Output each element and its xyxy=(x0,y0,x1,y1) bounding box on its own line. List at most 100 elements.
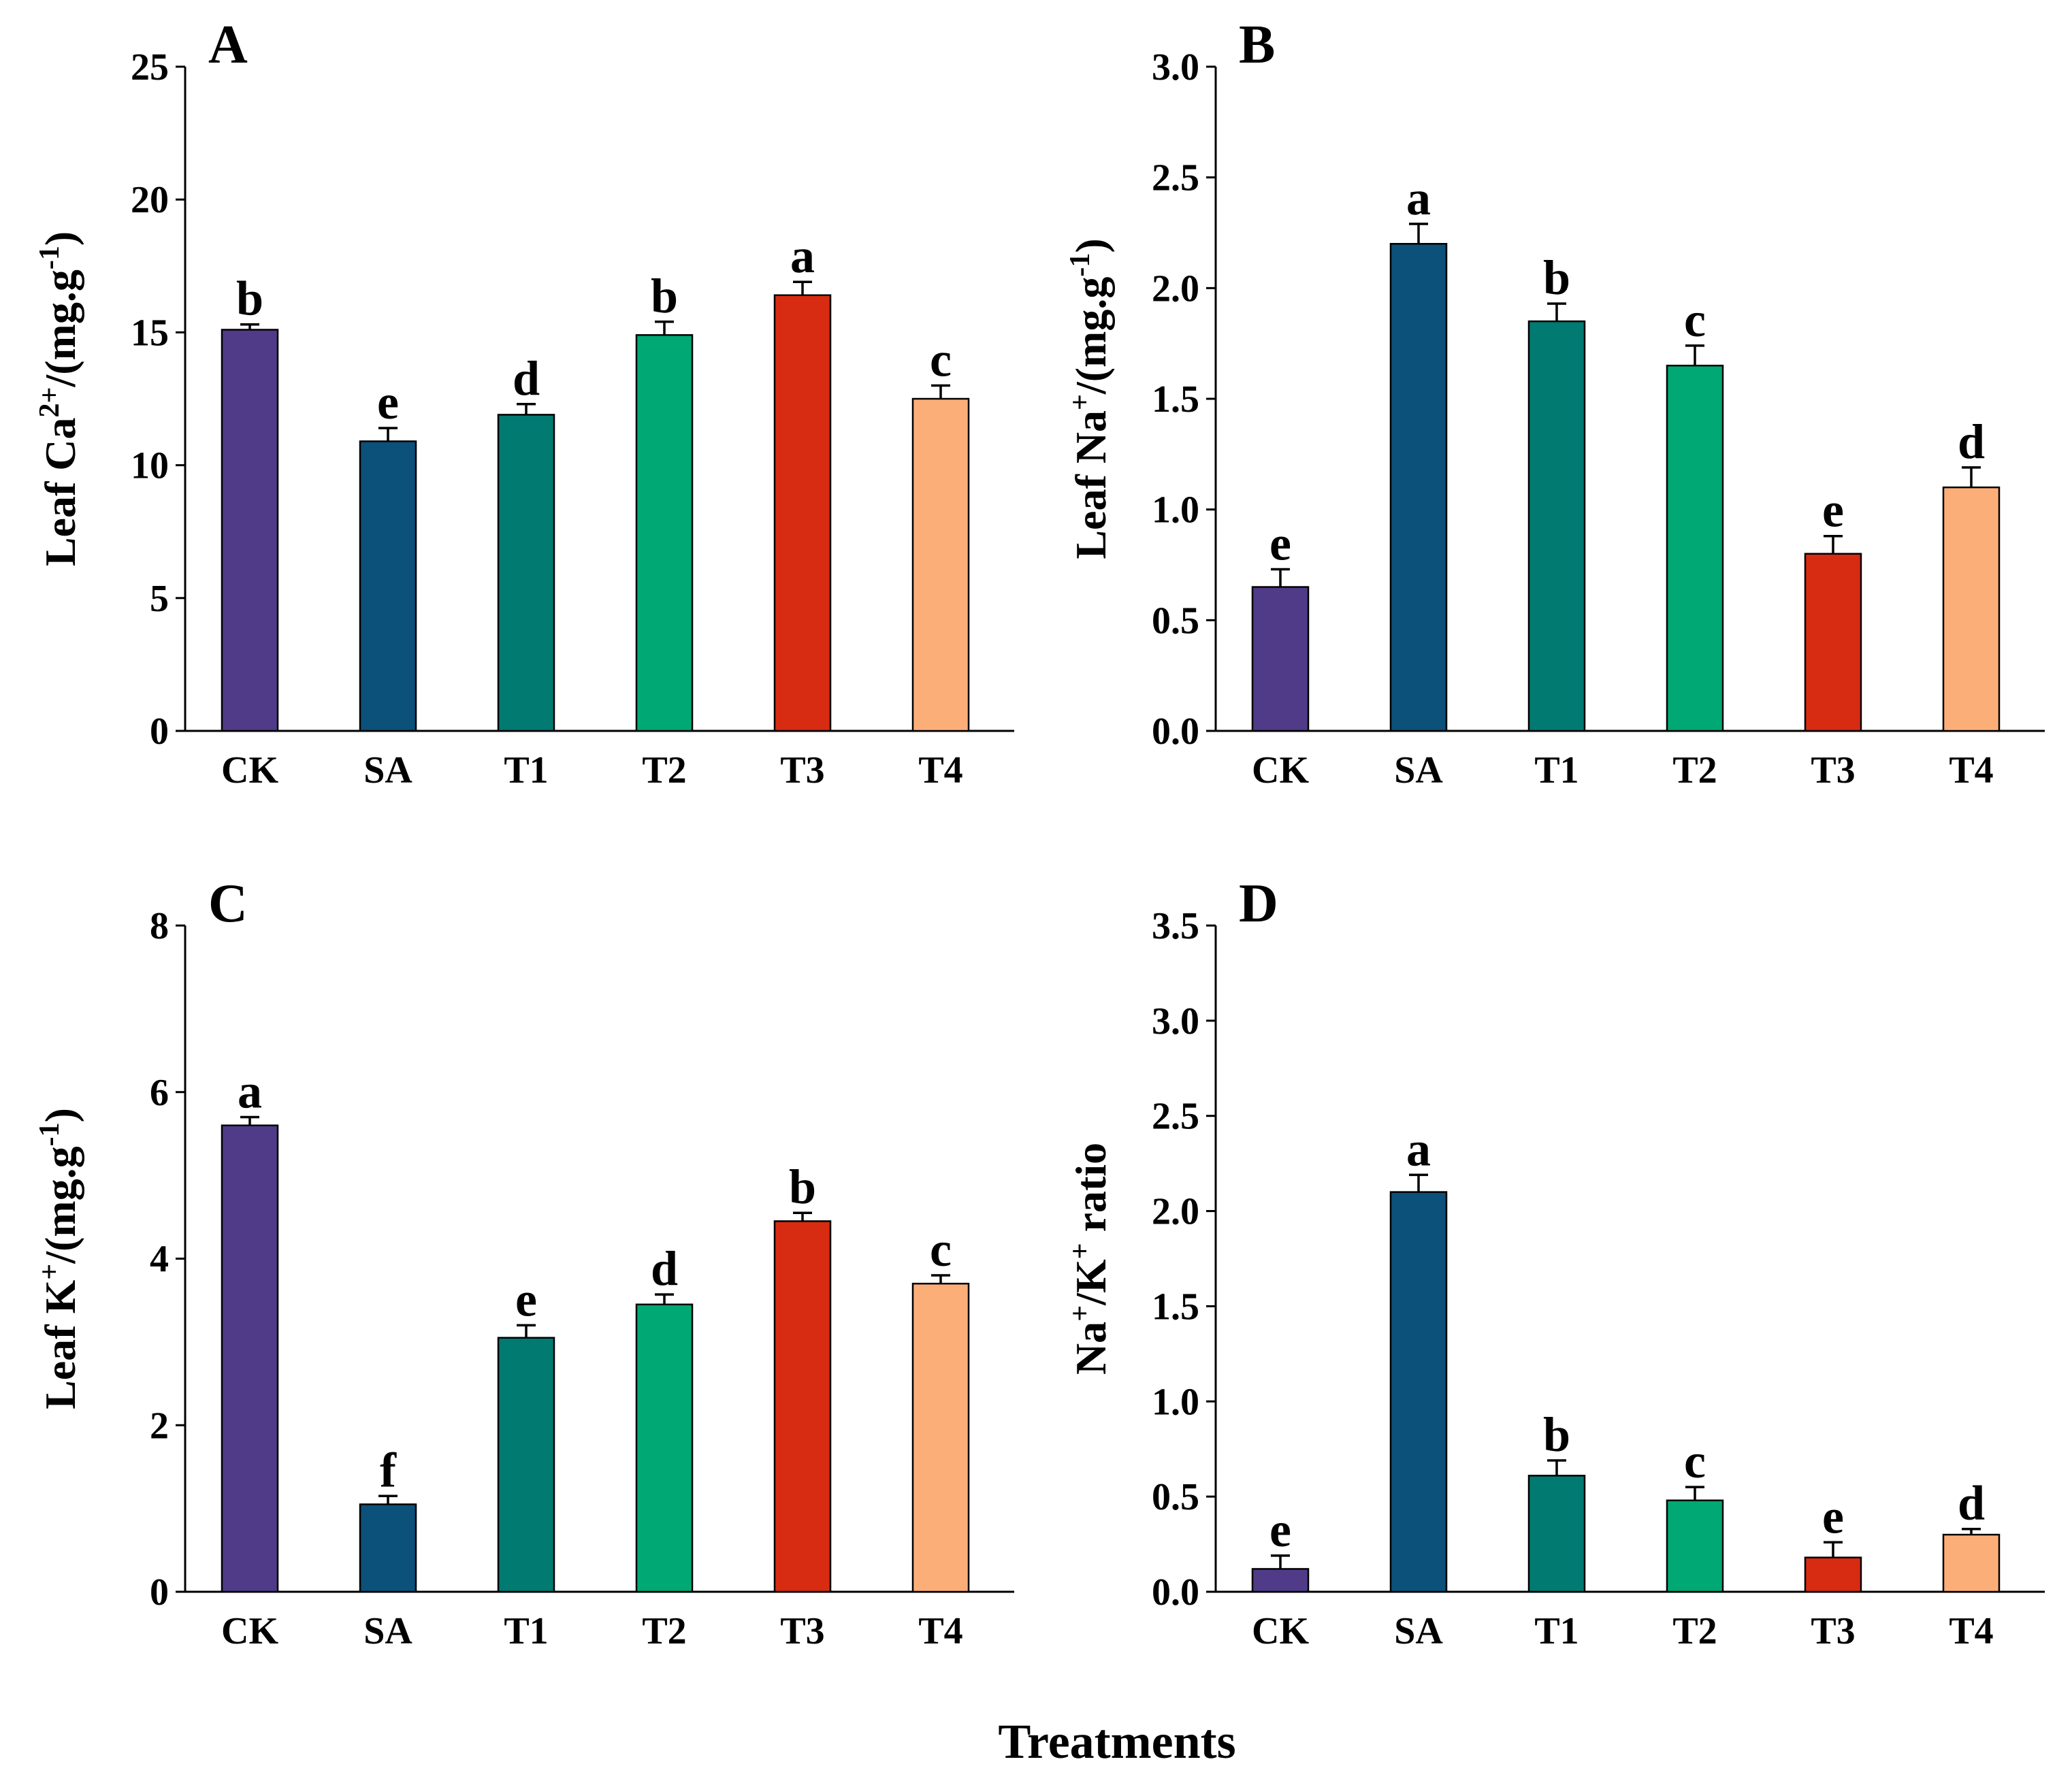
x-tick-label: CK xyxy=(221,1610,278,1652)
significance-letter: c xyxy=(930,1222,952,1277)
y-tick-label: 2.0 xyxy=(1152,267,1199,310)
significance-letter: a xyxy=(238,1064,262,1118)
y-tick-label: 2.5 xyxy=(1152,1096,1199,1138)
x-tick-label: T4 xyxy=(1949,749,1993,791)
significance-letter: d xyxy=(1958,1476,1985,1531)
panel-c: 0 2 4 6 8 Leaf K+/(mg.g-1) Ca CK f SA e T1 d T2 b T3 c T4 xyxy=(34,874,1014,1652)
y-tick-label: 25 xyxy=(131,46,169,88)
y-tick-label: 8 xyxy=(150,905,169,947)
y-tick-label: 4 xyxy=(150,1239,169,1281)
x-axis-title: Treatments xyxy=(998,1714,1235,1769)
bar-t3 xyxy=(1804,1556,1862,1593)
panel-b: 0.0 0.5 1.0 1.5 2.0 2.5 3.0 Leaf Na+/(mg.g-1) Be… xyxy=(1065,15,2045,791)
bar-sa xyxy=(359,1503,417,1593)
y-tick-label: 1.0 xyxy=(1152,489,1199,531)
x-tick-label: T4 xyxy=(1949,1610,1993,1652)
significance-letter: d xyxy=(651,1241,678,1296)
bar-sa xyxy=(1389,243,1448,732)
y-axis-title: Na+/K+ ratio xyxy=(1065,1143,1115,1375)
significance-letter: e xyxy=(515,1272,537,1326)
x-tick-label: T3 xyxy=(1811,1610,1855,1652)
significance-letter: f xyxy=(380,1443,397,1497)
panel-letter: B xyxy=(1239,15,1275,75)
y-tick-label: 6 xyxy=(150,1072,169,1114)
x-tick-label: SA xyxy=(363,749,412,791)
bar-t2 xyxy=(635,1303,694,1593)
significance-letter: c xyxy=(930,332,952,387)
bar-t1 xyxy=(1527,1475,1586,1593)
x-tick-label: SA xyxy=(1394,1610,1443,1652)
bar-t2 xyxy=(1666,364,1724,732)
y-tick-label: 0.0 xyxy=(1152,1571,1199,1614)
bar-sa xyxy=(359,440,417,732)
y-tick-label: 0 xyxy=(150,710,169,753)
y-tick-label: 2.0 xyxy=(1152,1191,1199,1233)
y-tick-label: 0.5 xyxy=(1152,1476,1199,1518)
x-tick-label: T2 xyxy=(1672,749,1717,791)
significance-letter: a xyxy=(1406,171,1431,225)
y-tick-label: 2 xyxy=(150,1405,169,1447)
bar-t4 xyxy=(1942,1533,2001,1593)
bar-t4 xyxy=(1942,486,2001,732)
y-axis-title: Leaf K+/(mg.g-1) xyxy=(34,1108,84,1409)
y-tick-label: 20 xyxy=(131,179,169,221)
bar-t3 xyxy=(773,294,832,732)
y-tick-label: 10 xyxy=(131,445,169,487)
bar-t1 xyxy=(1527,320,1586,732)
bar-t3 xyxy=(1804,553,1862,732)
x-tick-label: T1 xyxy=(504,1610,548,1652)
x-tick-label: SA xyxy=(1394,749,1443,791)
x-tick-label: T2 xyxy=(642,749,686,791)
significance-letter: e xyxy=(1269,1503,1291,1557)
bar-ck xyxy=(221,1124,279,1593)
panel-a: 0 5 10 15 20 25 Leaf Ca2+/(mg.g-1) Ab CK e SA d T1 b T… xyxy=(34,15,1014,791)
significance-letter: a xyxy=(790,229,815,283)
significance-letter: c xyxy=(1684,1434,1706,1488)
y-tick-label: 0.0 xyxy=(1152,710,1199,753)
y-tick-label: 1.5 xyxy=(1152,1286,1199,1328)
y-tick-label: 0.5 xyxy=(1152,600,1199,642)
x-tick-label: T3 xyxy=(1811,749,1855,791)
panel-letter: D xyxy=(1239,874,1278,934)
x-tick-label: T2 xyxy=(1672,1610,1717,1652)
bar-t2 xyxy=(1666,1499,1724,1593)
x-tick-label: T1 xyxy=(504,749,548,791)
bar-ck xyxy=(221,329,279,732)
panel-letter: C xyxy=(208,874,248,934)
x-tick-label: T2 xyxy=(642,1610,686,1652)
y-tick-label: 1.5 xyxy=(1152,378,1199,421)
x-tick-label: T1 xyxy=(1534,1610,1579,1652)
significance-letter: b xyxy=(651,269,678,323)
y-axis-title: Leaf Ca2+/(mg.g-1) xyxy=(34,231,84,566)
x-tick-label: SA xyxy=(363,1610,412,1652)
y-tick-label: 0 xyxy=(150,1571,169,1614)
panel-letter: A xyxy=(208,15,248,75)
significance-letter: e xyxy=(1822,1489,1844,1543)
y-axis-title: Leaf Na+/(mg.g-1) xyxy=(1065,238,1115,559)
y-tick-label: 2.5 xyxy=(1152,157,1199,199)
significance-letter: b xyxy=(236,272,263,326)
x-tick-label: T3 xyxy=(780,749,824,791)
x-tick-label: CK xyxy=(1252,1610,1309,1652)
significance-letter: e xyxy=(377,375,399,429)
significance-letter: b xyxy=(1543,1407,1570,1462)
significance-letter: a xyxy=(1406,1122,1431,1176)
bar-t3 xyxy=(773,1220,832,1593)
y-tick-label: 15 xyxy=(131,312,169,354)
x-tick-label: T4 xyxy=(918,749,962,791)
bar-t4 xyxy=(911,397,970,732)
x-tick-label: T1 xyxy=(1534,749,1579,791)
y-tick-label: 5 xyxy=(150,578,169,620)
bar-t2 xyxy=(635,334,694,732)
bar-ck xyxy=(1251,1568,1310,1593)
x-tick-label: T3 xyxy=(780,1610,824,1652)
bar-t1 xyxy=(497,414,555,732)
significance-letter: d xyxy=(1958,414,1985,469)
bar-ck xyxy=(1251,586,1310,732)
significance-letter: b xyxy=(1543,250,1570,305)
significance-letter: c xyxy=(1684,293,1706,347)
significance-letter: e xyxy=(1269,517,1291,571)
y-tick-label: 3.0 xyxy=(1152,1000,1199,1043)
significance-letter: d xyxy=(513,351,540,406)
